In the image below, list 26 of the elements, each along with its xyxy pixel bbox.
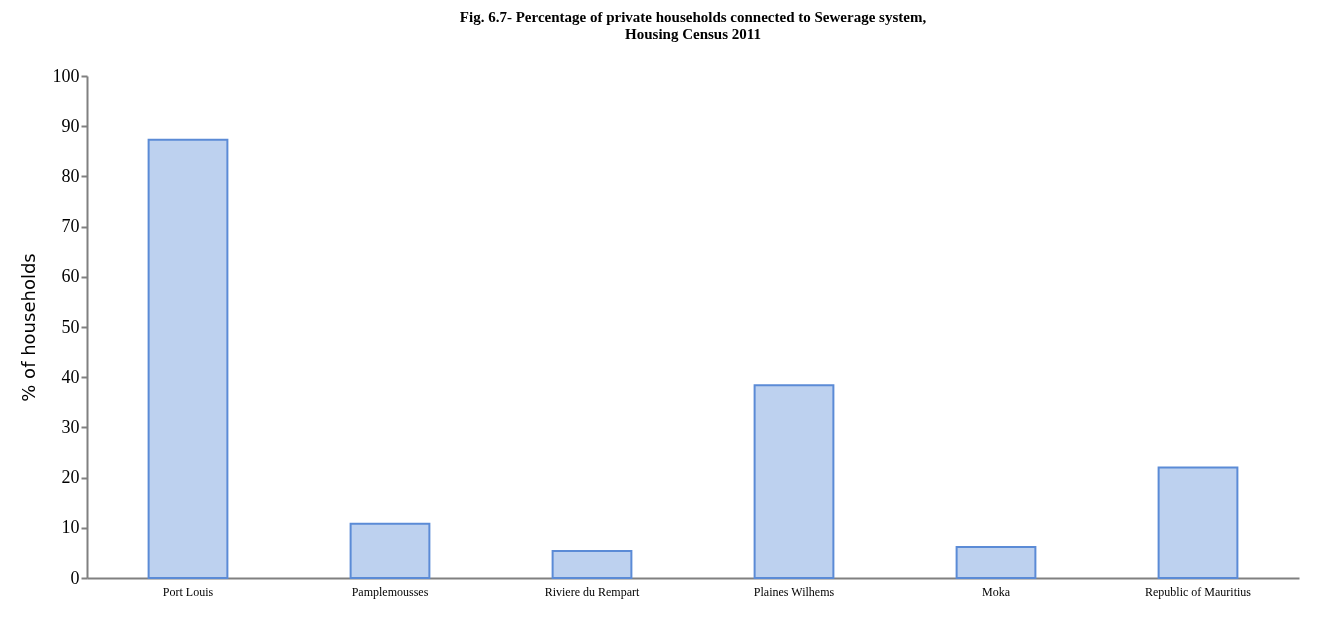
x-tick-label: Riviere du Rempart	[544, 584, 640, 599]
y-tick-label: 20	[61, 467, 80, 488]
y-tick-label: 30	[61, 416, 80, 437]
y-tick-label: 60	[61, 266, 80, 287]
x-tick-label: Republic of Mauritius	[1145, 584, 1252, 599]
x-tick-label: Port Louis	[162, 584, 214, 599]
text: Housing Census 2011	[625, 26, 761, 42]
y-axis-title: % of households	[17, 253, 39, 402]
y-tick-label: 90	[61, 115, 80, 136]
bar	[1157, 466, 1239, 579]
y-tick-label: 100	[52, 65, 80, 86]
x-tick-label: Plaines Wilhems	[753, 584, 835, 599]
bar	[349, 522, 431, 579]
bar	[955, 545, 1037, 579]
bar	[753, 384, 835, 579]
x-tick-label: Pamplemousses	[351, 584, 429, 599]
y-tick-label: 80	[61, 165, 80, 186]
x-tick-label: Moka	[982, 584, 1011, 599]
y-tick-label: 10	[61, 517, 80, 538]
y-tick-label: 70	[61, 216, 80, 237]
bar	[551, 549, 633, 579]
y-tick-label: 50	[61, 316, 80, 337]
text: Fig. 6.7- Percentage of private households connected to Sewerage system,	[459, 9, 927, 25]
y-tick-label: 40	[61, 366, 80, 387]
bar	[147, 138, 229, 579]
y-tick-label: 0	[70, 567, 80, 588]
